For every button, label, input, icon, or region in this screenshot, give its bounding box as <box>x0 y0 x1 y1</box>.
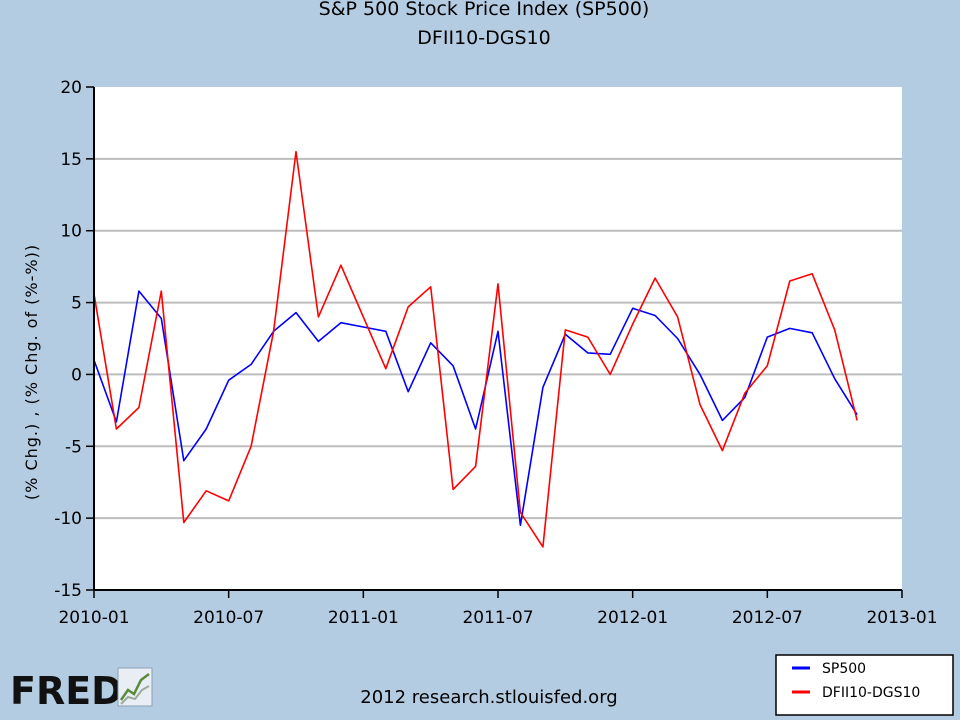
gridlines <box>86 86 902 591</box>
y-tick-label: 0 <box>71 365 82 385</box>
series-lines <box>93 150 858 548</box>
x-tick-label: 2011-07 <box>462 608 533 628</box>
y-tick-label: -5 <box>65 437 82 457</box>
x-tick-label: 2012-01 <box>597 608 668 628</box>
fred-chart-icon <box>117 667 153 707</box>
y-tick-labels: -15 -10 -5 0 5 10 15 20 <box>54 78 82 601</box>
x-tick-label: 2010-01 <box>58 608 129 628</box>
legend-label-dfii10-dgs10: DFII10-DGS10 <box>822 685 920 701</box>
y-tick-label: 10 <box>60 222 82 242</box>
y-tick-label: -10 <box>54 509 82 529</box>
x-tick-label: 2010-07 <box>193 608 264 628</box>
x-tick-label: 2011-01 <box>328 608 399 628</box>
x-tick-labels: 2010-01 2010-07 2011-01 2011-07 2012-01 2012-… <box>58 608 937 628</box>
y-tick-label: -15 <box>54 581 82 601</box>
series-line-dfii10-dgs10 <box>93 150 858 548</box>
plot-area <box>94 87 902 590</box>
legend: SP500 DFII10-DGS10 <box>775 654 954 716</box>
fred-logo-text: FRED <box>10 669 123 713</box>
y-tick-label: 20 <box>60 78 82 98</box>
fred-logo: FRED <box>10 667 153 713</box>
y-axis-label: (% Chg.) , (% Chg. of (%-%)) <box>22 244 41 500</box>
source-credit: 2012 research.stlouisfed.org <box>360 687 617 708</box>
series-line-sp500 <box>93 290 858 527</box>
x-tick-label: 2012-07 <box>732 608 803 628</box>
legend-label-sp500: SP500 <box>822 661 866 677</box>
y-tick-label: 5 <box>71 294 82 314</box>
y-tick-label: 15 <box>60 150 82 170</box>
x-tick-label: 2013-01 <box>866 608 937 628</box>
chart-subtitle: DFII10-DGS10 <box>417 27 550 49</box>
legend-box <box>775 654 954 716</box>
axes <box>93 87 903 598</box>
chart-title: S&P 500 Stock Price Index (SP500) <box>319 0 650 20</box>
